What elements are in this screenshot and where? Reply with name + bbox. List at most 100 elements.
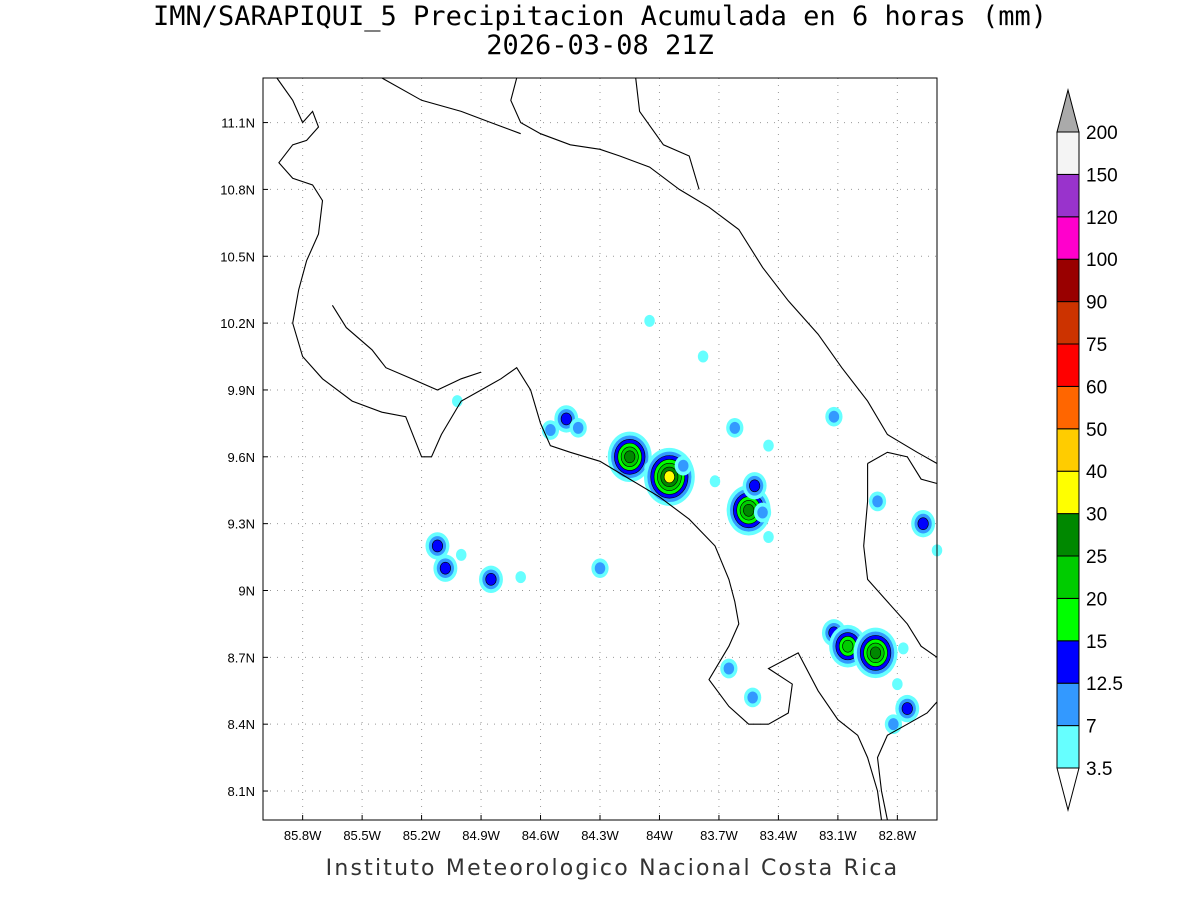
precip-cell-ring	[678, 459, 689, 472]
colorbar-level-label: 60	[1086, 377, 1107, 398]
coastline	[331, 305, 482, 391]
lat-tick-label: 10.2N	[220, 316, 255, 331]
lon-tick-label: 83.4W	[760, 828, 798, 843]
colorbar-swatch	[1056, 725, 1080, 769]
lat-tick-label: 10.5N	[220, 249, 255, 264]
precip-cell-ring	[545, 424, 556, 437]
precip-cell-ring	[743, 503, 755, 517]
precip-cell-ring	[697, 350, 709, 363]
lon-tick-label: 84.3W	[581, 828, 619, 843]
precip-cell-ring	[709, 475, 721, 488]
colorbar-swatch	[1056, 301, 1080, 345]
colorbar-swatch	[1056, 555, 1080, 599]
lat-tick-label: 9.6N	[228, 450, 255, 465]
lat-tick-label: 11.1N	[221, 116, 255, 131]
coastline	[863, 463, 938, 658]
precip-cell-ring	[888, 718, 899, 731]
precip-cell-ring	[644, 314, 655, 327]
colorbar-swatch	[1056, 640, 1080, 684]
precip-cell-ring	[842, 639, 854, 653]
colorbar-swatch	[1056, 131, 1080, 175]
precip-cell-ring	[872, 495, 883, 508]
colorbar-level-label: 150	[1086, 165, 1118, 186]
colorbar-swatch	[1056, 428, 1080, 472]
lat-tick-label: 8.1N	[228, 784, 255, 799]
colorbar-over-arrow	[1056, 88, 1080, 133]
coastline	[381, 77, 521, 135]
colorbar-swatch	[1056, 385, 1080, 430]
colorbar-level-label: 200	[1086, 123, 1118, 144]
colorbar-level-label: 75	[1086, 335, 1107, 356]
precip-cell-ring	[572, 421, 584, 434]
precip-cell-ring	[763, 531, 774, 544]
precip-cell-ring	[723, 662, 735, 675]
lon-tick-label: 84W	[646, 828, 673, 843]
title-line-2: 2026-03-08 21Z	[486, 30, 714, 61]
lon-tick-label: 85.2W	[403, 828, 441, 843]
colorbar-swatch	[1056, 216, 1080, 260]
precip-cell-ring	[624, 450, 636, 464]
precip-cell-ring	[901, 702, 913, 715]
colorbar-swatch	[1056, 682, 1080, 727]
colorbar-level-label: 50	[1086, 420, 1107, 441]
lon-tick-label: 84.9W	[462, 828, 500, 843]
precip-cell-ring	[594, 562, 606, 575]
colorbar-swatch	[1056, 258, 1080, 303]
longitude-axis: 85.8W 85.5W 85.2W 84.9W 84.6W 84.3W 84W 83.7W 83…	[284, 815, 917, 843]
colorbar-level-label: 3.5	[1086, 759, 1112, 780]
precip-cell-ring	[431, 539, 443, 553]
colorbar-level-label: 120	[1086, 208, 1118, 229]
coastlines	[276, 77, 938, 821]
precip-cell-ring	[757, 506, 768, 519]
latitude-axis: 11.1N 10.8N 10.5N 10.2N 9.9N 9.6N 9.3N 9N 8.7N 8.…	[220, 116, 268, 799]
precip-cell-ring	[560, 412, 572, 426]
lat-tick-label: 8.4N	[228, 717, 255, 732]
coastline	[635, 77, 700, 190]
lon-tick-label: 82.8W	[879, 828, 917, 843]
lat-tick-label: 9.9N	[228, 383, 255, 398]
precipitation-field	[425, 314, 943, 735]
lat-tick-label: 9.3N	[228, 517, 255, 532]
precip-cell-ring	[898, 642, 909, 655]
coastline	[876, 701, 938, 821]
graticule-grid	[263, 78, 937, 820]
precip-cell-ring	[892, 678, 903, 691]
colorbar-swatch	[1056, 343, 1080, 387]
lat-tick-label: 8.7N	[228, 650, 255, 665]
precip-cell-ring	[485, 573, 497, 586]
colorbar-level-label: 25	[1086, 547, 1107, 568]
map-title: IMN/SARAPIQUI_5 Precipitacion Acumulada …	[0, 2, 1200, 60]
colorbar-level-label: 30	[1086, 505, 1107, 526]
colorbar-legend: 3.5 7 12.5 15 20 25 30 40 50 60 75 90 100 120 150 200	[1056, 88, 1123, 812]
precip-cell-ring	[917, 517, 929, 530]
lon-tick-label: 83.7W	[700, 828, 738, 843]
lon-tick-label: 84.6W	[522, 828, 560, 843]
precip-cell-ring	[439, 561, 451, 575]
colorbar-level-label: 20	[1086, 589, 1107, 610]
coastline	[276, 77, 883, 821]
colorbar-level-label: 100	[1086, 250, 1118, 271]
colorbar-under-arrow	[1056, 767, 1080, 812]
colorbar-swatch	[1056, 597, 1080, 642]
colorbar-swatch	[1056, 513, 1080, 557]
title-line-1: IMN/SARAPIQUI_5 Precipitacion Acumulada …	[152, 1, 1048, 32]
colorbar-swatch	[1056, 173, 1080, 218]
precip-cell-ring	[729, 421, 741, 434]
institution-footer: Instituto Meteorologico Nacional Costa R…	[325, 856, 900, 881]
coastline	[867, 451, 938, 485]
colorbar-level-label: 12.5	[1086, 674, 1123, 695]
precip-cell-ring	[869, 646, 882, 660]
colorbar-level-label: 90	[1086, 293, 1107, 314]
colorbar-level-label: 7	[1086, 717, 1097, 738]
precip-cell-ring	[663, 470, 675, 484]
precip-cell-ring	[828, 410, 840, 423]
lon-tick-label: 85.5W	[343, 828, 381, 843]
precip-cell-ring	[515, 571, 526, 584]
lat-tick-label: 9N	[238, 583, 255, 598]
precip-cell-ring	[749, 479, 761, 493]
lon-tick-label: 83.1W	[819, 828, 857, 843]
precip-cell-ring	[747, 691, 758, 704]
lon-tick-label: 85.8W	[284, 828, 322, 843]
lat-tick-label: 10.8N	[220, 182, 255, 197]
